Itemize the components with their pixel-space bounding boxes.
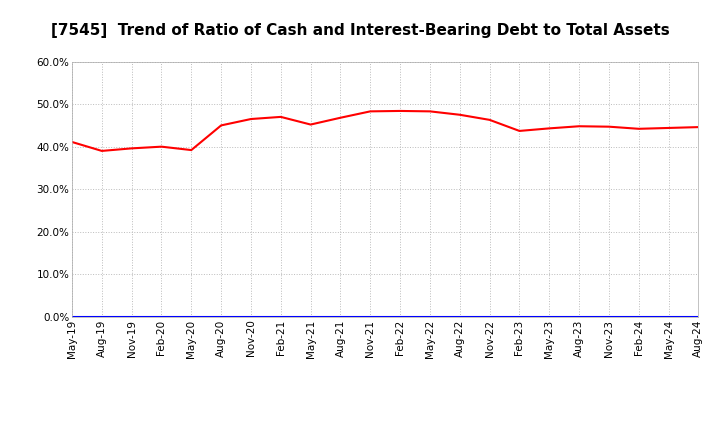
- Text: [7545]  Trend of Ratio of Cash and Interest-Bearing Debt to Total Assets: [7545] Trend of Ratio of Cash and Intere…: [50, 23, 670, 38]
